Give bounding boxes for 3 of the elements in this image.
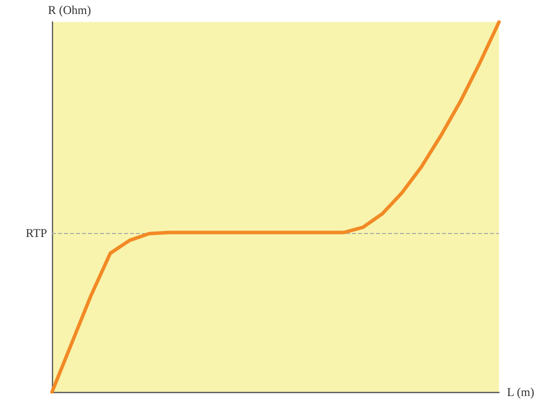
y-axis-title: R (Ohm)	[48, 3, 91, 17]
ref-line-label: RTP	[26, 226, 48, 240]
x-axis-title: L (m)	[507, 385, 534, 399]
